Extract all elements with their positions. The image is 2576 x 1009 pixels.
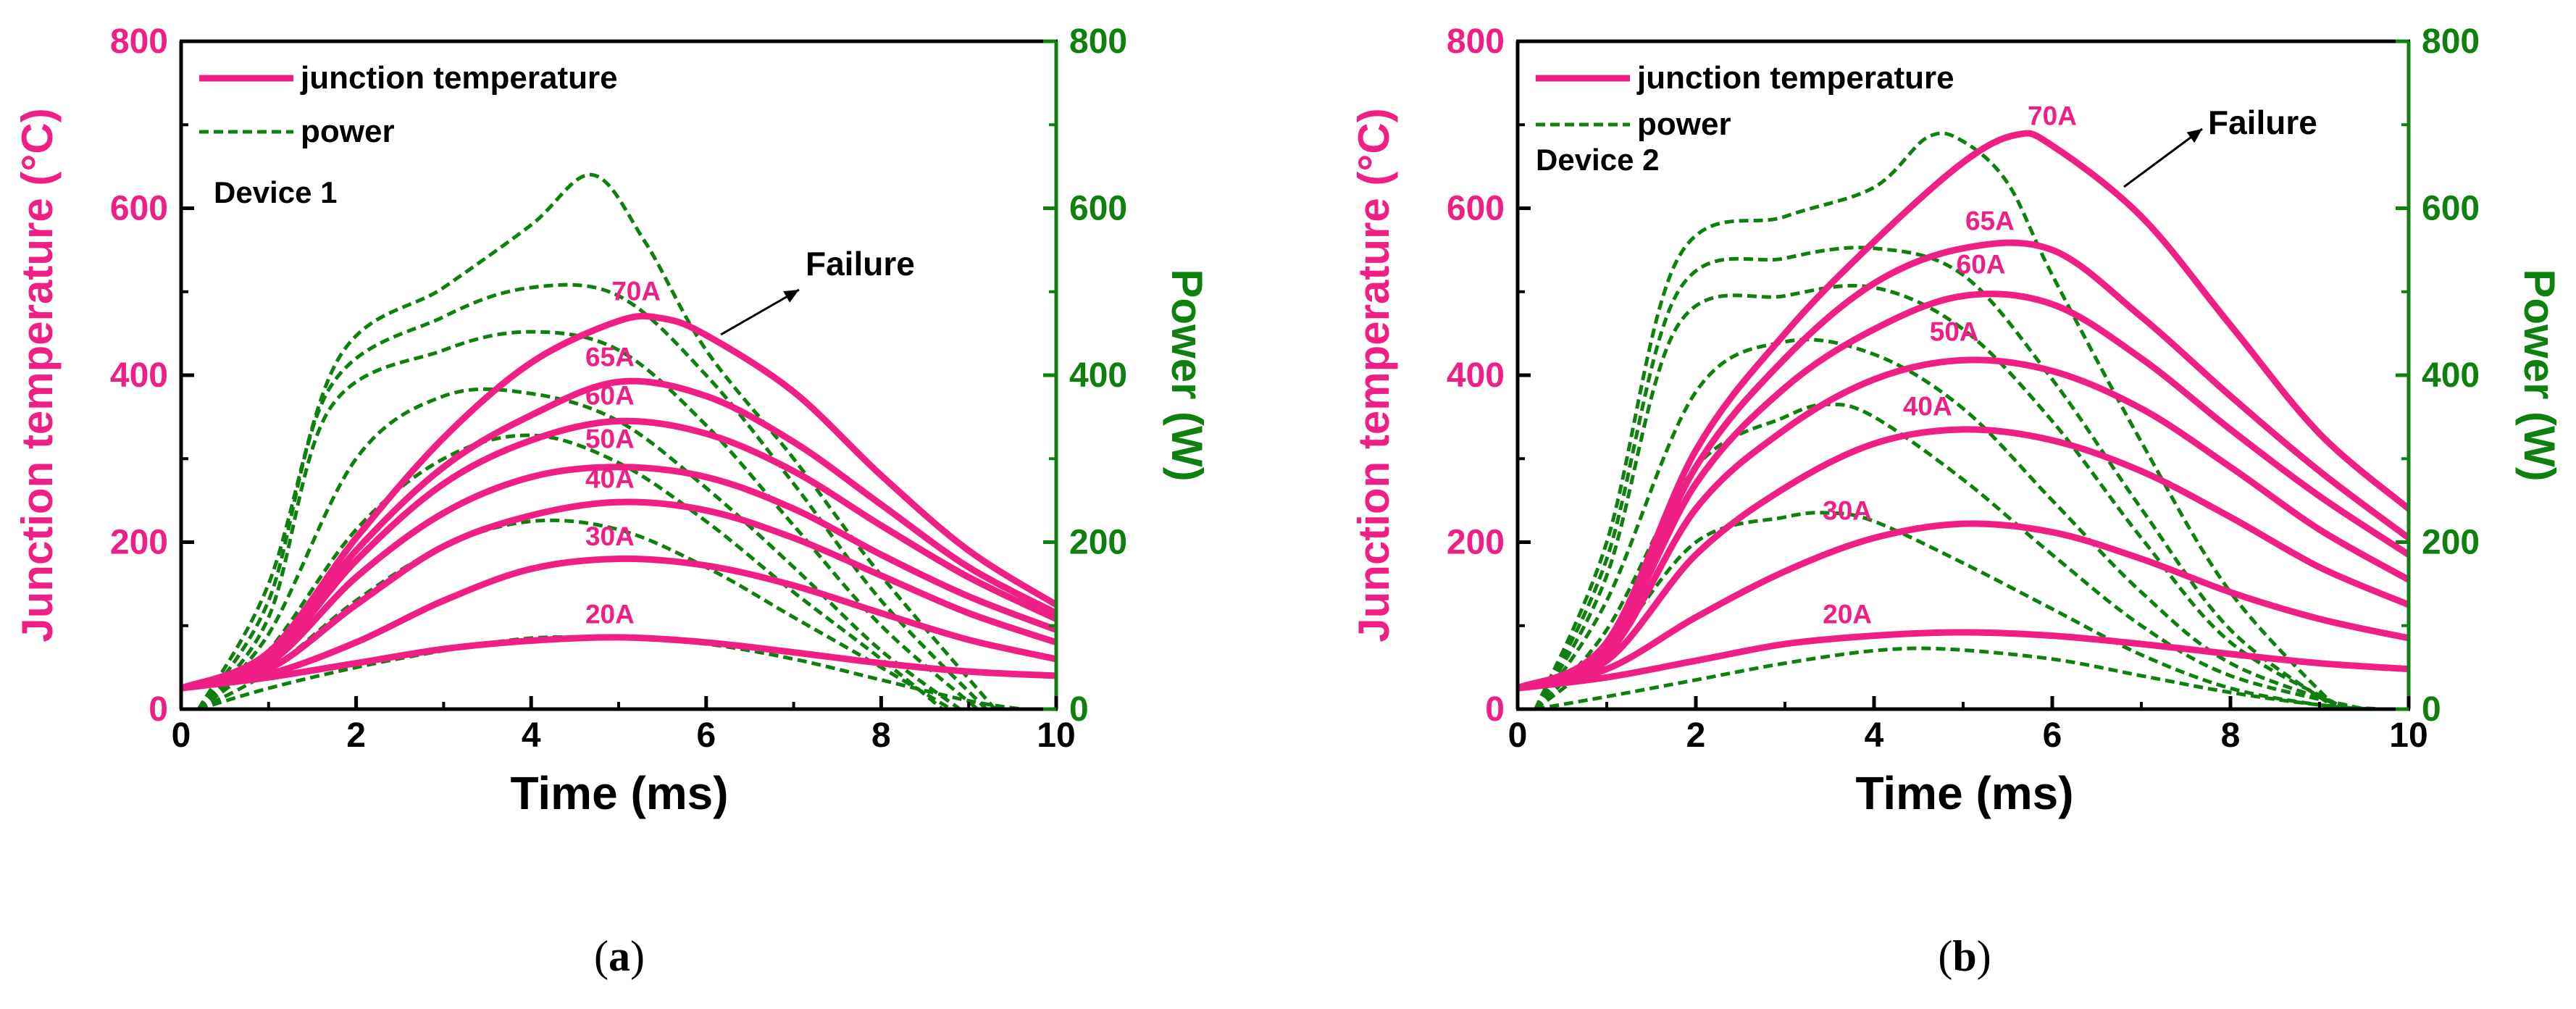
legend-label-temperature: junction temperature	[300, 60, 618, 96]
y-left-tick-label: 800	[1447, 22, 1505, 61]
power-line-70A	[1534, 131, 2339, 709]
x-tick-label: 2	[1686, 716, 1706, 755]
temperature-line-30A	[1518, 520, 2409, 692]
temperature-line-40A	[1518, 426, 2409, 692]
temperature-line-65A	[1518, 239, 2409, 692]
x-tick-label: 8	[871, 716, 891, 755]
series-label-20A: 20A	[585, 599, 635, 629]
y-left-tick-label: 600	[1447, 190, 1505, 228]
x-tick-label: 2	[346, 716, 366, 755]
y-left-tick-label: 600	[110, 190, 168, 228]
legend: junction temperature power	[1536, 60, 1954, 142]
temperature-line-40A	[181, 498, 1056, 692]
y-left-tick-label: 400	[1447, 356, 1505, 395]
y-left-tick-label: 400	[110, 356, 168, 395]
y-left-tick-label: 0	[149, 690, 168, 729]
series-label-60A: 60A	[585, 380, 635, 410]
failure-annotation: Failure	[806, 245, 915, 282]
y-left-tick-label: 200	[1447, 524, 1505, 562]
temperature-line-70A	[181, 312, 1056, 692]
y-right-tick-label: 600	[2422, 190, 2480, 228]
power-line-40A	[1534, 402, 2365, 709]
y-right-axis-label: Power (W)	[2515, 269, 2564, 481]
y-right-tick-label: 400	[2422, 356, 2480, 395]
series-label-40A: 40A	[585, 464, 635, 494]
series-label-60A: 60A	[1957, 249, 2006, 279]
y-right-tick-label: 600	[1069, 190, 1127, 228]
x-axis-label: Time (ms)	[1855, 767, 2073, 819]
panel-caption: (a)	[594, 932, 645, 980]
series-label-20A: 20A	[1823, 599, 1872, 629]
failure-arrow-head	[783, 290, 799, 303]
x-tick-label: 4	[522, 716, 541, 755]
legend-label-power: power	[1637, 106, 1731, 142]
y-left-tick-label: 0	[1485, 690, 1505, 729]
temperature-line-20A	[1518, 629, 2409, 692]
plot-area	[181, 172, 1056, 709]
x-tick-label: 8	[2221, 716, 2241, 755]
temperature-line-60A	[1518, 290, 2409, 692]
power-line-40A	[197, 433, 944, 709]
y-left-tick-label: 200	[110, 524, 168, 562]
temperature-line-70A	[1518, 130, 2409, 692]
device-label: Device 2	[1536, 143, 1659, 177]
temperature-line-50A	[1518, 356, 2409, 692]
panel-caption: (b)	[1938, 932, 1991, 980]
y-left-axis-label: Junction temperature (°C)	[13, 108, 62, 642]
x-tick-label: 10	[1037, 716, 1075, 755]
x-tick-label: 10	[2389, 716, 2427, 755]
power-line-60A	[197, 330, 979, 709]
y-right-tick-label: 800	[1069, 22, 1127, 61]
series-label-65A: 65A	[585, 342, 635, 372]
failure-arrow-line	[720, 288, 800, 336]
temperature-line-50A	[181, 464, 1056, 692]
power-line-60A	[1534, 283, 2348, 709]
temperature-line-20A	[181, 634, 1056, 692]
failure-annotation: Failure	[2208, 104, 2317, 141]
plot-area	[1518, 130, 2409, 709]
y-right-tick-label: 200	[1069, 524, 1127, 562]
y-left-tick-label: 800	[110, 22, 168, 61]
power-line-30A	[1534, 511, 2374, 709]
series-label-50A: 50A	[585, 424, 635, 453]
x-axis-label: Time (ms)	[510, 767, 728, 819]
y-right-tick-label: 400	[1069, 356, 1127, 395]
power-line-70A	[197, 172, 997, 709]
series-label-30A: 30A	[1823, 495, 1872, 525]
device-label: Device 1	[214, 175, 337, 209]
failure-arrow-head	[2186, 129, 2202, 143]
y-right-tick-label: 0	[2422, 690, 2441, 729]
series-label-65A: 65A	[1965, 206, 2015, 235]
x-tick-label: 0	[1508, 716, 1528, 755]
x-tick-label: 6	[696, 716, 716, 755]
series-label-50A: 50A	[1930, 317, 1979, 347]
temperature-line-30A	[181, 555, 1056, 692]
series-label-40A: 40A	[1903, 391, 1952, 421]
series-label-70A: 70A	[611, 276, 661, 306]
legend: junction temperature power	[199, 60, 618, 149]
y-right-tick-label: 800	[2422, 22, 2480, 61]
x-tick-label: 4	[1865, 716, 1884, 755]
series-label-30A: 30A	[585, 522, 635, 551]
y-right-tick-label: 200	[2422, 524, 2480, 562]
x-tick-label: 0	[172, 716, 191, 755]
x-tick-label: 6	[2043, 716, 2062, 755]
power-line-50A	[1534, 338, 2357, 709]
legend-label-power: power	[301, 114, 395, 149]
legend-label-temperature: junction temperature	[1636, 60, 1954, 96]
y-right-axis-label: Power (W)	[1163, 269, 1211, 481]
power-line-65A	[1534, 246, 2339, 709]
failure-arrow-line	[2123, 127, 2203, 188]
power-line-65A	[197, 282, 988, 709]
y-left-axis-label: Junction temperature (°C)	[1350, 108, 1398, 642]
temperature-line-65A	[181, 377, 1056, 692]
y-right-tick-label: 0	[1069, 690, 1089, 729]
temperature-line-60A	[181, 417, 1056, 692]
series-label-70A: 70A	[2028, 101, 2077, 130]
